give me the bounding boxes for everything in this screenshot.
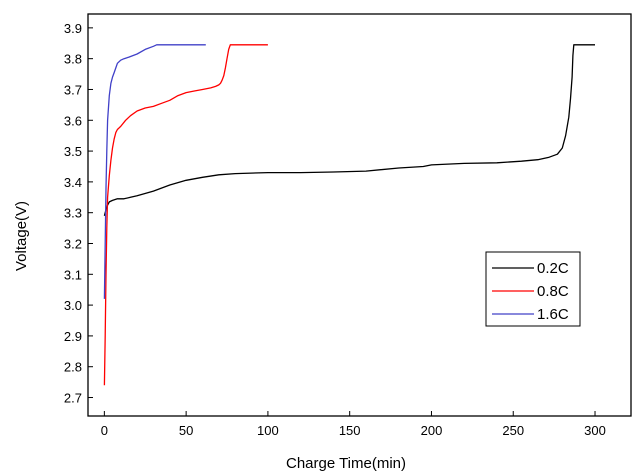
y-tick-label: 3.1 — [64, 267, 82, 282]
y-axis-title: Voltage(V) — [13, 201, 30, 271]
y-tick-label: 2.9 — [64, 329, 82, 344]
y-tick-label: 3.5 — [64, 144, 82, 159]
y-tick-label: 2.8 — [64, 360, 82, 375]
y-tick-label: 3.3 — [64, 206, 82, 221]
series-line-2 — [103, 44, 206, 299]
x-tick-label: 300 — [584, 423, 606, 438]
x-tick-label: 250 — [502, 423, 524, 438]
y-tick-label: 3.7 — [64, 82, 82, 97]
series-group — [103, 44, 595, 386]
series-line-0 — [103, 44, 595, 216]
x-tick-label: 200 — [421, 423, 443, 438]
y-tick-label: 3.6 — [64, 113, 82, 128]
y-tick-label: 2.7 — [64, 391, 82, 406]
legend-label: 1.6C — [537, 306, 569, 323]
x-axis-title: Charge Time(min) — [286, 455, 406, 472]
legend-label: 0.2C — [537, 260, 569, 277]
y-tick-label: 3.4 — [64, 175, 82, 190]
series-line-1 — [103, 44, 268, 386]
x-tick-label: 100 — [257, 423, 279, 438]
x-tick-label: 0 — [101, 423, 108, 438]
legend: 0.2C 0.8C 1.6C — [485, 251, 581, 327]
y-tick-label: 3.8 — [64, 52, 82, 67]
plot-frame — [87, 13, 632, 417]
y-tick-label: 3.0 — [64, 298, 82, 313]
tick-group: 0 50 100 150 200 250 300 2.7 2.8 2.9 3.0 3.1 3.2 3.3 3… — [64, 21, 606, 438]
legend-label: 0.8C — [537, 283, 569, 300]
x-tick-label: 50 — [179, 423, 193, 438]
y-tick-label: 3.9 — [64, 21, 82, 36]
y-tick-label: 3.2 — [64, 236, 82, 251]
x-tick-label: 150 — [339, 423, 361, 438]
